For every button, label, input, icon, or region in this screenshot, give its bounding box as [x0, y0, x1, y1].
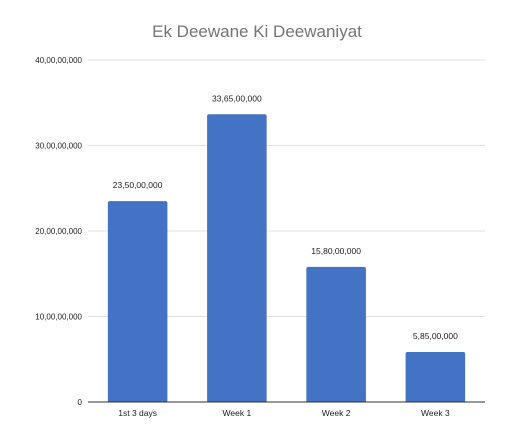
data-label: 33,65,00,000 [212, 93, 262, 103]
data-label: 23,50,00,000 [113, 180, 163, 190]
x-tick-label: Week 3 [421, 408, 450, 418]
x-tick-label: Week 1 [223, 408, 252, 418]
bar [207, 114, 267, 402]
y-tick-label: 20,00,00,000 [35, 227, 82, 236]
data-label: 15,80,00,000 [311, 246, 361, 256]
bar [306, 266, 366, 402]
y-tick-label: 30,00,00,000 [35, 142, 82, 151]
y-tick-label: 10,00,00,000 [35, 313, 82, 322]
chart-title: Ek Deewane Ki Deewaniyat [152, 22, 362, 41]
x-tick-label: 1st 3 days [118, 408, 157, 418]
x-axis-ticks: 1st 3 days Week 1 Week 2 Week 3 [118, 408, 450, 418]
bar [405, 351, 466, 402]
y-tick-label: 40,00,00,000 [35, 56, 82, 65]
bars [107, 114, 466, 402]
data-label: 5,85,00,000 [413, 331, 458, 341]
bar [107, 201, 168, 402]
data-labels: 23,50,00,000 33,65,00,000 15,80,00,000 5,85… [113, 93, 458, 341]
y-tick-label: 0 [78, 398, 83, 407]
x-tick-label: Week 2 [322, 408, 351, 418]
y-axis-ticks: 0 10,00,00,000 20,00,00,000 30,00,00,000 40,… [35, 56, 82, 407]
